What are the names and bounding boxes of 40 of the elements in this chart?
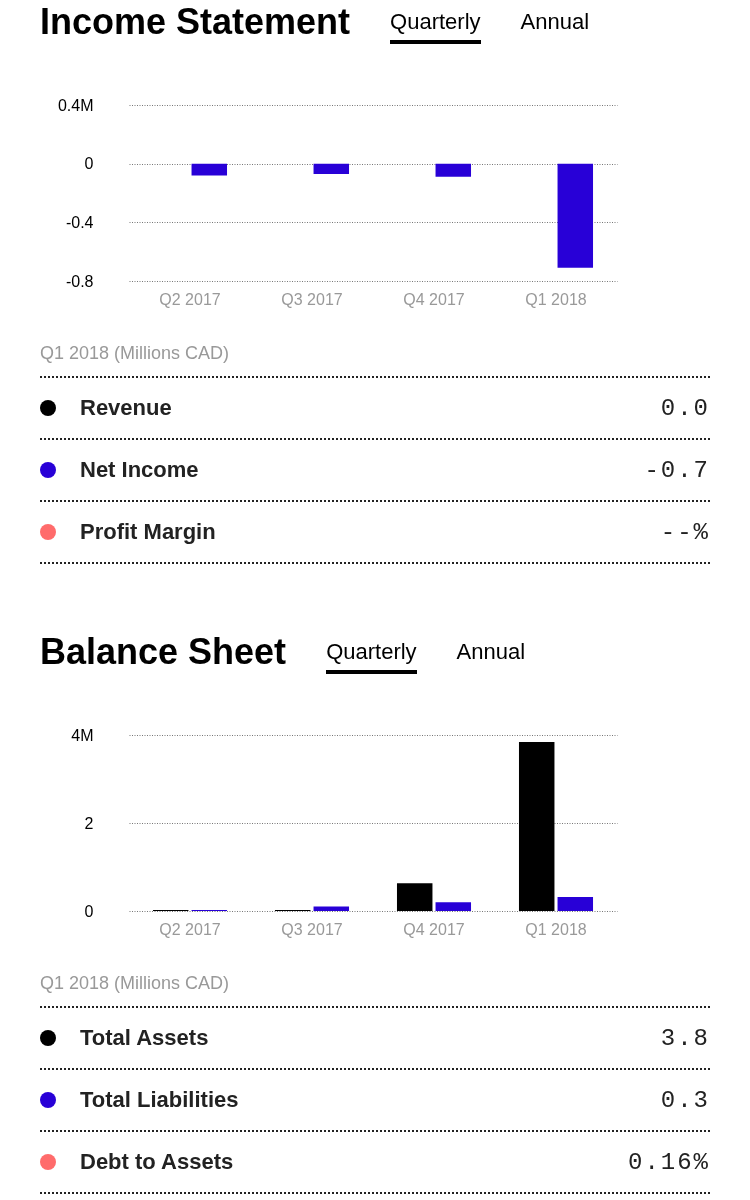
x-tick-label: Q2 2017: [159, 290, 221, 308]
y-tick-label: 0: [84, 155, 94, 173]
legend-label: Debt to Assets: [80, 1149, 234, 1175]
text: Q1 2018 (Millions CAD): [40, 972, 230, 995]
text: Quarterly: [326, 638, 417, 674]
text: 0.0: [660, 394, 710, 422]
legend-label: Net Income: [80, 457, 199, 483]
x-tick-label: Q3 2017: [281, 920, 343, 938]
bar: [313, 906, 350, 911]
y-tick-label: 0.4M: [57, 96, 94, 114]
text: -0.7: [644, 456, 710, 484]
text: 3.8: [660, 1024, 710, 1052]
x-tick-label: Q1 2018: [525, 290, 587, 308]
text: Annual: [456, 638, 526, 666]
legend-label: Profit Margin: [80, 519, 216, 545]
y-tick-label: 0: [84, 902, 94, 920]
legend-label: Total Assets: [80, 1025, 209, 1051]
text: 0.3: [660, 1086, 710, 1114]
bar: [518, 742, 555, 911]
text: --%: [660, 518, 710, 546]
y-tick-label: -0.8: [65, 272, 94, 290]
x-tick-label: Q1 2018: [525, 920, 587, 938]
bar: [557, 896, 594, 911]
bar: [396, 883, 433, 911]
chart-title: Income Statement: [40, 0, 351, 44]
legend-label: Revenue: [80, 395, 172, 421]
text: Annual: [520, 8, 590, 36]
chart-title: Balance Sheet: [40, 630, 287, 674]
y-tick-label: 4M: [71, 726, 94, 744]
y-tick-label: 2: [84, 814, 94, 832]
x-tick-label: Q2 2017: [159, 920, 221, 938]
text: 0.16%: [627, 1148, 710, 1176]
x-tick-label: Q4 2017: [403, 290, 465, 308]
bar: [435, 902, 472, 911]
y-tick-label: -0.4: [65, 213, 94, 231]
legend-label: Total Liabilities: [80, 1087, 239, 1113]
x-tick-label: Q4 2017: [403, 920, 465, 938]
x-tick-label: Q3 2017: [281, 290, 343, 308]
text: Q1 2018 (Millions CAD): [40, 342, 230, 365]
text: Quarterly: [390, 8, 481, 44]
